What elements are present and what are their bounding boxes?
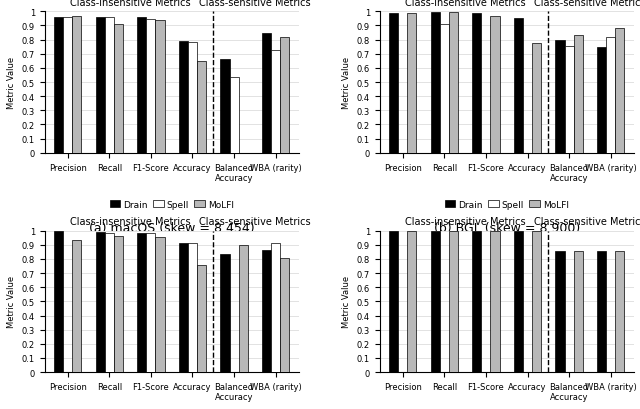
Bar	[262, 34, 271, 153]
Bar	[197, 62, 206, 153]
Bar	[389, 232, 398, 372]
Bar	[514, 232, 523, 372]
Bar	[556, 40, 564, 153]
Bar	[573, 36, 583, 153]
Bar	[188, 244, 197, 372]
Text: (b) BGL (skew = 8.900): (b) BGL (skew = 8.900)	[433, 221, 580, 234]
Bar	[597, 252, 606, 372]
Bar	[556, 252, 564, 372]
Bar	[114, 236, 123, 372]
Bar	[156, 21, 164, 153]
Text: Class-insensitive Metrics: Class-insensitive Metrics	[70, 217, 191, 227]
Bar	[490, 17, 500, 153]
Bar	[597, 48, 606, 153]
Bar	[230, 78, 239, 153]
Bar	[147, 233, 156, 372]
Bar	[147, 20, 156, 153]
Bar	[280, 258, 289, 372]
Bar	[239, 246, 248, 372]
Bar	[564, 47, 573, 153]
Bar	[389, 13, 398, 153]
Y-axis label: Metric Value: Metric Value	[342, 57, 351, 109]
Y-axis label: Metric Value: Metric Value	[342, 276, 351, 328]
Bar	[472, 232, 481, 372]
Bar	[137, 18, 147, 153]
Bar	[615, 252, 625, 372]
Bar	[606, 38, 615, 153]
Bar	[431, 13, 440, 153]
Bar	[220, 60, 230, 153]
Text: (a) macOS (skew = 8.454): (a) macOS (skew = 8.454)	[89, 221, 255, 234]
Bar	[440, 25, 449, 153]
Bar	[490, 232, 500, 372]
Bar	[114, 25, 123, 153]
Bar	[262, 250, 271, 372]
Bar	[431, 232, 440, 372]
Bar	[271, 50, 280, 153]
Bar	[105, 233, 114, 372]
Bar	[532, 232, 541, 372]
Legend: Drain, Spell, MoLFI: Drain, Spell, MoLFI	[109, 200, 234, 209]
Text: Class-insensitive Metrics: Class-insensitive Metrics	[404, 217, 525, 227]
Bar	[514, 19, 523, 153]
Bar	[72, 240, 81, 372]
Bar	[280, 38, 289, 153]
Legend: Drain, Spell, MoLFI: Drain, Spell, MoLFI	[445, 200, 569, 209]
Bar	[188, 43, 197, 153]
Text: Class-sensitive Metrics: Class-sensitive Metrics	[199, 0, 310, 8]
Bar	[573, 252, 583, 372]
Bar	[407, 13, 417, 153]
Text: Class-sensitive Metrics: Class-sensitive Metrics	[534, 217, 640, 227]
Bar	[532, 44, 541, 153]
Y-axis label: Metric Value: Metric Value	[7, 276, 16, 328]
Bar	[449, 13, 458, 153]
Bar	[615, 29, 625, 153]
Bar	[137, 233, 147, 372]
Bar	[179, 244, 188, 372]
Bar	[95, 232, 105, 372]
Y-axis label: Metric Value: Metric Value	[7, 57, 16, 109]
Bar	[220, 254, 230, 372]
Text: Class-sensitive Metrics: Class-sensitive Metrics	[199, 217, 310, 227]
Bar	[72, 17, 81, 153]
Bar	[63, 18, 72, 153]
Bar	[179, 42, 188, 153]
Bar	[156, 237, 164, 372]
Text: Class-insensitive Metrics: Class-insensitive Metrics	[404, 0, 525, 8]
Bar	[54, 18, 63, 153]
Text: Class-sensitive Metrics: Class-sensitive Metrics	[534, 0, 640, 8]
Bar	[105, 18, 114, 153]
Bar	[197, 265, 206, 372]
Bar	[271, 244, 280, 372]
Bar	[95, 18, 105, 153]
Bar	[472, 13, 481, 153]
Text: Class-insensitive Metrics: Class-insensitive Metrics	[70, 0, 191, 8]
Bar	[54, 232, 63, 372]
Bar	[407, 232, 417, 372]
Bar	[449, 232, 458, 372]
